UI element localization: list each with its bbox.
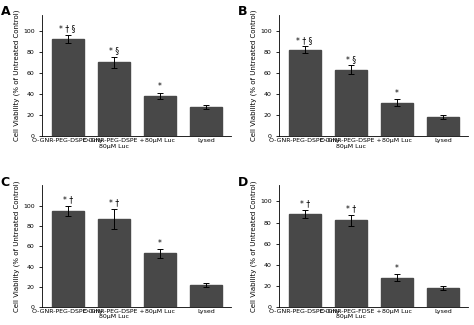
Bar <box>52 211 84 307</box>
Bar <box>335 70 367 136</box>
Bar <box>144 96 176 136</box>
Text: B: B <box>237 5 247 18</box>
Y-axis label: Cell Viability (% of Untreated Control): Cell Viability (% of Untreated Control) <box>251 10 257 141</box>
Text: * † §: * † § <box>59 24 76 33</box>
Bar <box>144 254 176 307</box>
Text: * §: * § <box>346 55 356 64</box>
Bar <box>381 103 413 136</box>
Text: * †: * † <box>63 195 73 204</box>
Text: *: * <box>395 89 399 98</box>
Bar <box>381 278 413 307</box>
Text: * §: * § <box>109 46 119 56</box>
Bar <box>190 107 222 136</box>
Bar <box>98 62 130 136</box>
Y-axis label: Cell Viability (% of Untreated Control): Cell Viability (% of Untreated Control) <box>251 181 257 312</box>
Bar <box>52 39 84 136</box>
Text: * †: * † <box>109 198 119 207</box>
Bar <box>190 285 222 307</box>
Text: A: A <box>0 5 10 18</box>
Text: *: * <box>395 264 399 273</box>
Text: *: * <box>158 239 162 248</box>
Text: *: * <box>158 83 162 91</box>
Text: * †: * † <box>300 199 310 208</box>
Y-axis label: Cell Viability (% of Untreated Control): Cell Viability (% of Untreated Control) <box>14 181 20 312</box>
Bar <box>427 288 459 307</box>
Bar <box>289 214 321 307</box>
Bar <box>289 50 321 136</box>
Text: C: C <box>0 176 10 189</box>
Text: * † §: * † § <box>296 36 313 45</box>
Text: * †: * † <box>346 204 356 214</box>
Y-axis label: Cell Viability (% of Untreated Control): Cell Viability (% of Untreated Control) <box>14 10 20 141</box>
Bar <box>98 219 130 307</box>
Bar <box>427 117 459 136</box>
Text: D: D <box>237 176 248 189</box>
Bar <box>335 220 367 307</box>
